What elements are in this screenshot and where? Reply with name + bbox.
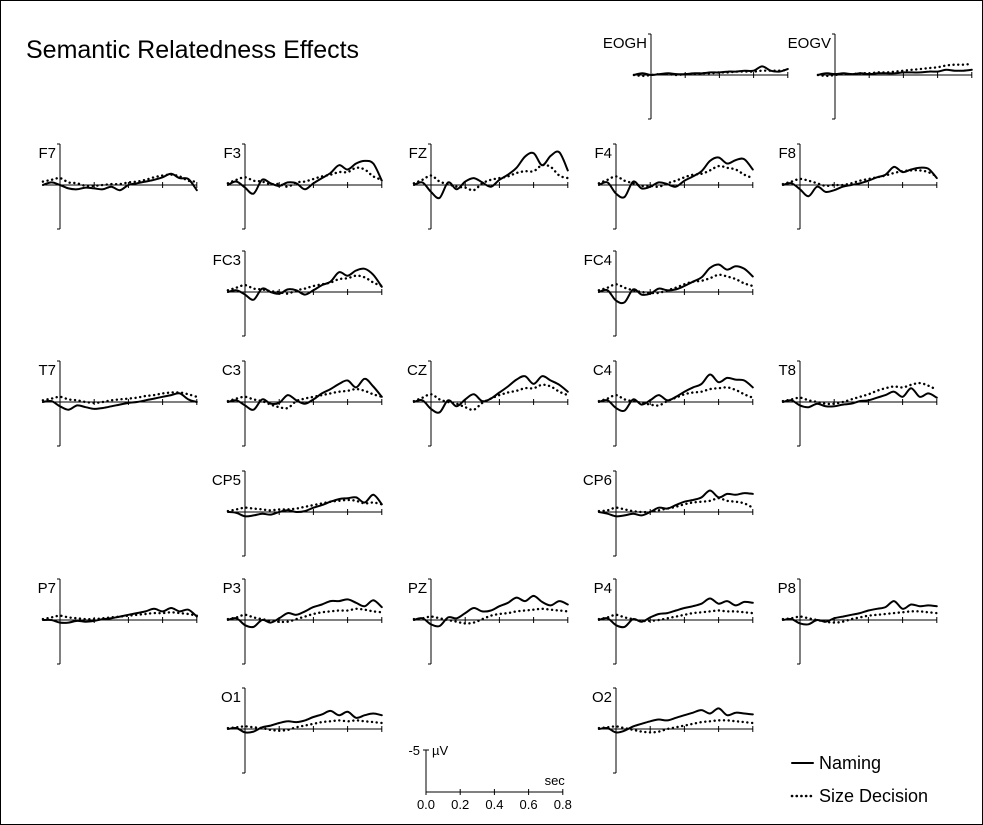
- channel-cp5-plot: CP5: [212, 470, 383, 557]
- channel-fz-plot: FZ: [409, 143, 569, 230]
- size-decision-waveform: [781, 381, 938, 406]
- channel-p7-plot: P7: [38, 578, 198, 665]
- channel-cz-plot: CZ: [407, 360, 569, 447]
- naming-waveform: [41, 172, 198, 192]
- naming-waveform: [781, 387, 938, 409]
- channel-label: C4: [593, 362, 612, 379]
- naming-waveform: [41, 606, 198, 624]
- channel-f7-plot: F7: [38, 143, 198, 230]
- channel-f3-plot: F3: [223, 143, 383, 230]
- channel-label: F3: [223, 145, 241, 162]
- scale-bar-tick-label: 0.8: [554, 797, 572, 812]
- channel-fc4-plot: FC4: [584, 250, 754, 337]
- legend-label: Size Decision: [819, 786, 928, 806]
- naming-waveform: [597, 707, 754, 734]
- scale-bar-tick-label: 0.0: [417, 797, 435, 812]
- channel-o2-plot: O2: [592, 687, 754, 774]
- size-decision-waveform: [412, 607, 569, 625]
- channel-label: P7: [38, 580, 56, 597]
- channel-label: FC4: [584, 252, 612, 269]
- channel-o1-plot: O1: [221, 687, 383, 774]
- channel-f8-plot: F8: [778, 143, 938, 230]
- scale-bar-amplitude-unit: µV: [432, 743, 448, 758]
- scale-bar-amplitude-label: -5: [408, 743, 420, 758]
- size-decision-waveform: [412, 163, 569, 192]
- channel-c4-plot: C4: [593, 360, 754, 447]
- channel-label: FZ: [409, 145, 427, 162]
- channel-label: C3: [222, 362, 241, 379]
- channel-label: PZ: [408, 580, 427, 597]
- channel-label: T7: [38, 362, 56, 379]
- channel-label: FC3: [213, 252, 241, 269]
- size-decision-waveform: [226, 274, 383, 295]
- channel-label: P8: [778, 580, 796, 597]
- channel-label: CZ: [407, 362, 427, 379]
- size-decision-waveform: [597, 496, 754, 514]
- scale-bar-tick-label: 0.2: [451, 797, 469, 812]
- channel-label: P4: [594, 580, 612, 597]
- channel-fc3-plot: FC3: [213, 250, 383, 337]
- channel-label: EOGV: [788, 35, 831, 52]
- channel-p3-plot: P3: [223, 578, 383, 665]
- channel-label: O2: [592, 689, 612, 706]
- channel-label: CP5: [212, 472, 241, 489]
- naming-waveform: [41, 392, 198, 411]
- channel-c3-plot: C3: [222, 360, 383, 447]
- naming-waveform: [412, 594, 569, 628]
- naming-waveform: [597, 373, 754, 413]
- channel-pz-plot: PZ: [408, 578, 569, 665]
- naming-waveform: [412, 375, 569, 414]
- channel-p4-plot: P4: [594, 578, 754, 665]
- size-decision-waveform: [41, 173, 198, 188]
- size-decision-waveform: [597, 386, 754, 407]
- channel-p8-plot: P8: [778, 578, 938, 665]
- figure-title: Semantic Relatedness Effects: [26, 36, 360, 64]
- size-decision-waveform: [226, 387, 383, 410]
- channel-label: F7: [38, 145, 56, 162]
- naming-waveform: [597, 597, 754, 629]
- naming-waveform: [226, 159, 383, 195]
- channel-label: CP6: [583, 472, 612, 489]
- naming-waveform: [781, 600, 938, 626]
- naming-waveform: [226, 598, 383, 629]
- channel-label: EOGH: [603, 35, 647, 52]
- scale-bar-tick-label: 0.6: [520, 797, 538, 812]
- naming-waveform: [632, 65, 789, 77]
- scale-bar: -5 µV sec 0.0 0.2 0.4 0.6 0.8: [408, 743, 571, 812]
- scale-bar-time-unit: sec: [545, 773, 566, 788]
- naming-waveform: [597, 263, 754, 305]
- naming-waveform: [226, 493, 383, 518]
- naming-waveform: [226, 377, 383, 411]
- naming-waveform: [226, 267, 383, 301]
- channel-cp6-plot: CP6: [583, 470, 754, 557]
- size-decision-waveform: [226, 607, 383, 624]
- naming-waveform: [412, 150, 569, 200]
- naming-waveform: [781, 165, 938, 198]
- naming-waveform: [816, 68, 973, 76]
- channel-t7-plot: T7: [38, 360, 198, 447]
- naming-waveform: [597, 156, 754, 199]
- legend-label: Naming: [819, 753, 881, 773]
- channel-f4-plot: F4: [594, 143, 754, 230]
- channel-label: F4: [594, 145, 612, 162]
- channel-eogh-plot: EOGH: [603, 33, 789, 120]
- channel-label: P3: [223, 580, 241, 597]
- size-decision-waveform: [597, 164, 754, 189]
- naming-waveform: [226, 709, 383, 734]
- channel-t8-plot: T8: [778, 360, 938, 447]
- legend: Naming Size Decision: [790, 753, 928, 806]
- size-decision-waveform: [226, 166, 383, 188]
- size-decision-waveform: [226, 498, 383, 513]
- channel-label: T8: [778, 362, 796, 379]
- naming-waveform: [597, 489, 754, 518]
- scale-bar-tick-label: 0.4: [485, 797, 503, 812]
- channel-label: F8: [778, 145, 796, 162]
- size-decision-waveform: [597, 273, 754, 295]
- channel-eogv-plot: EOGV: [788, 33, 973, 120]
- size-decision-waveform: [412, 383, 569, 412]
- channel-label: O1: [221, 689, 241, 706]
- size-decision-waveform: [597, 609, 754, 623]
